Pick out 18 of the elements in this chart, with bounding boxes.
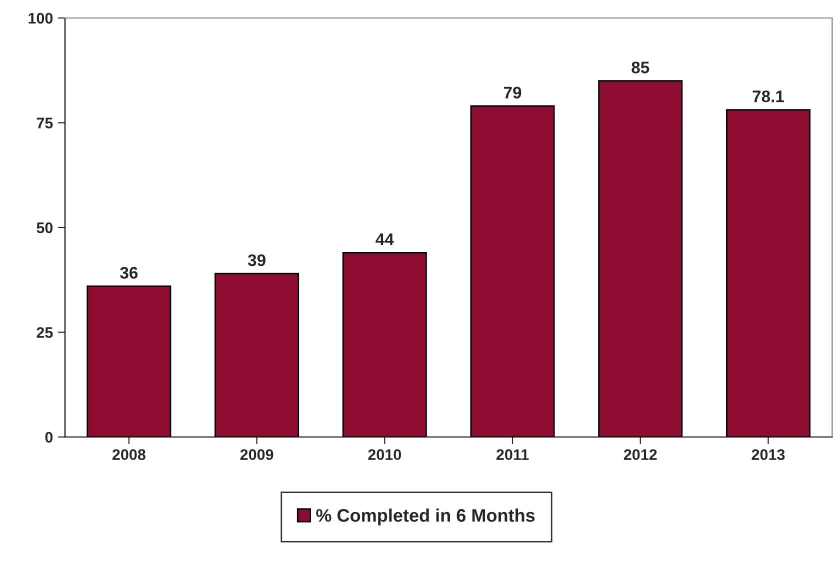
y-tick-label: 25 bbox=[36, 327, 53, 338]
y-tick-label: 100 bbox=[28, 12, 53, 24]
data-label: 39 bbox=[248, 254, 266, 266]
data-label: 44 bbox=[376, 234, 394, 246]
x-tick-label: 2011 bbox=[496, 449, 529, 460]
y-tick-label: 75 bbox=[36, 118, 53, 128]
y-tick-label: 50 bbox=[36, 222, 53, 234]
x-tick-label: 2008 bbox=[112, 449, 146, 460]
data-label: 85 bbox=[632, 62, 650, 74]
x-tick-label: 2012 bbox=[624, 449, 657, 460]
x-tick-label: 2013 bbox=[752, 449, 785, 460]
data-label: 36 bbox=[120, 266, 138, 279]
x-tick-label: 2009 bbox=[240, 449, 274, 460]
y-tick-label: 0 bbox=[45, 432, 53, 443]
data-label: 78.1 bbox=[752, 90, 784, 102]
x-tick-label: 2010 bbox=[368, 449, 402, 460]
data-label: 79 bbox=[504, 86, 522, 99]
legend-label: % Completed in 6 Months bbox=[316, 508, 535, 526]
